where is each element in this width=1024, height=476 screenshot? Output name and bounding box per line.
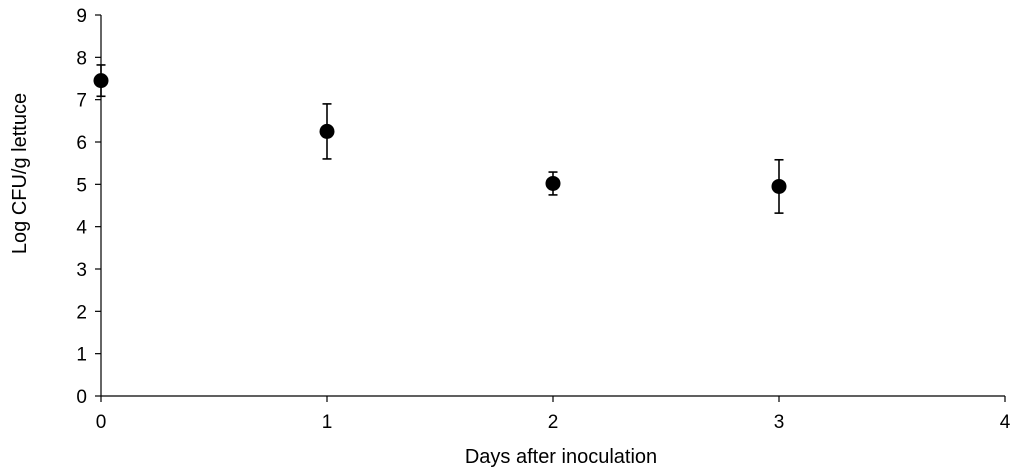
- y-tick-label: 3: [76, 260, 87, 281]
- data-point: [771, 178, 787, 194]
- y-tick-label: 4: [76, 218, 87, 239]
- axes: [100, 15, 1005, 397]
- y-tick-label: 5: [76, 175, 87, 196]
- x-tick-label: 1: [322, 412, 333, 433]
- y-tick-label: 7: [76, 91, 87, 112]
- data-point: [545, 175, 561, 191]
- x-tick-label: 3: [774, 412, 785, 433]
- y-tick-label: 2: [76, 302, 87, 323]
- data-points: [93, 73, 787, 194]
- y-tick-label: 0: [76, 387, 87, 408]
- x-tick-label: 0: [96, 412, 107, 433]
- y-tick-label: 6: [76, 133, 87, 154]
- error-bars: [96, 64, 784, 214]
- x-tick-label: 2: [548, 412, 559, 433]
- y-axis-title: Log CFU/g lettuce: [9, 93, 31, 254]
- data-point: [319, 123, 335, 139]
- y-tick-label: 1: [76, 345, 87, 366]
- y-tick-label: 8: [76, 48, 87, 69]
- x-tick-label: 4: [1000, 412, 1011, 433]
- y-ticks: 0 1 2 3 4 5 6 7 8 9: [76, 6, 101, 408]
- x-axis-title: Days after inoculation: [465, 446, 657, 468]
- data-point: [93, 73, 109, 89]
- x-ticks: 0 1 2 3 4: [96, 396, 1011, 433]
- y-tick-label: 9: [76, 6, 87, 27]
